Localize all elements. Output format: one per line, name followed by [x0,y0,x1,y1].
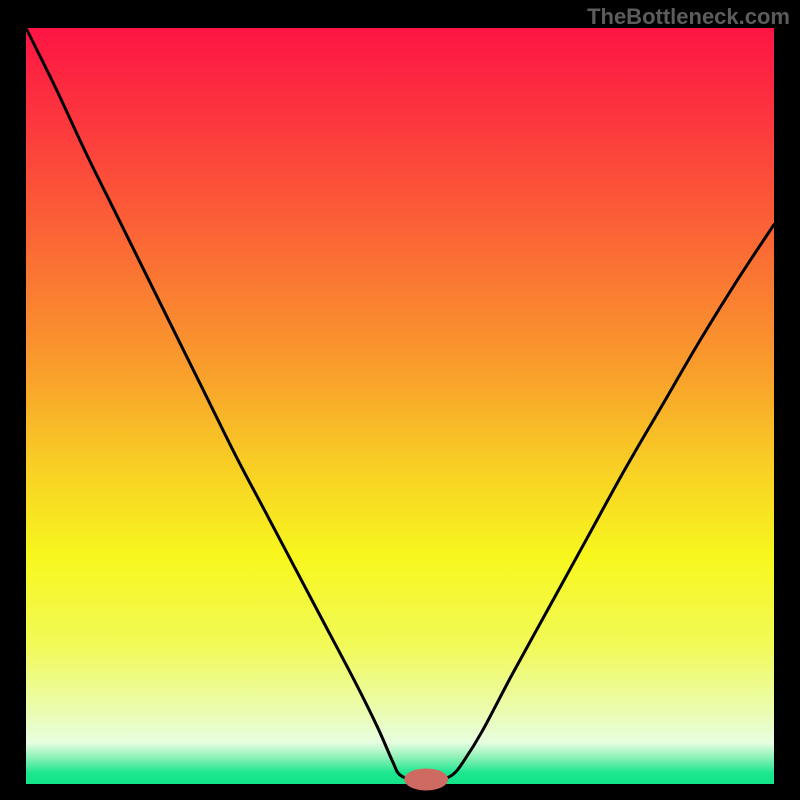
chart-container: TheBottleneck.com [0,0,800,800]
bottleneck-chart [0,0,800,800]
optimal-point-marker [404,768,448,790]
watermark-text: TheBottleneck.com [587,4,790,30]
